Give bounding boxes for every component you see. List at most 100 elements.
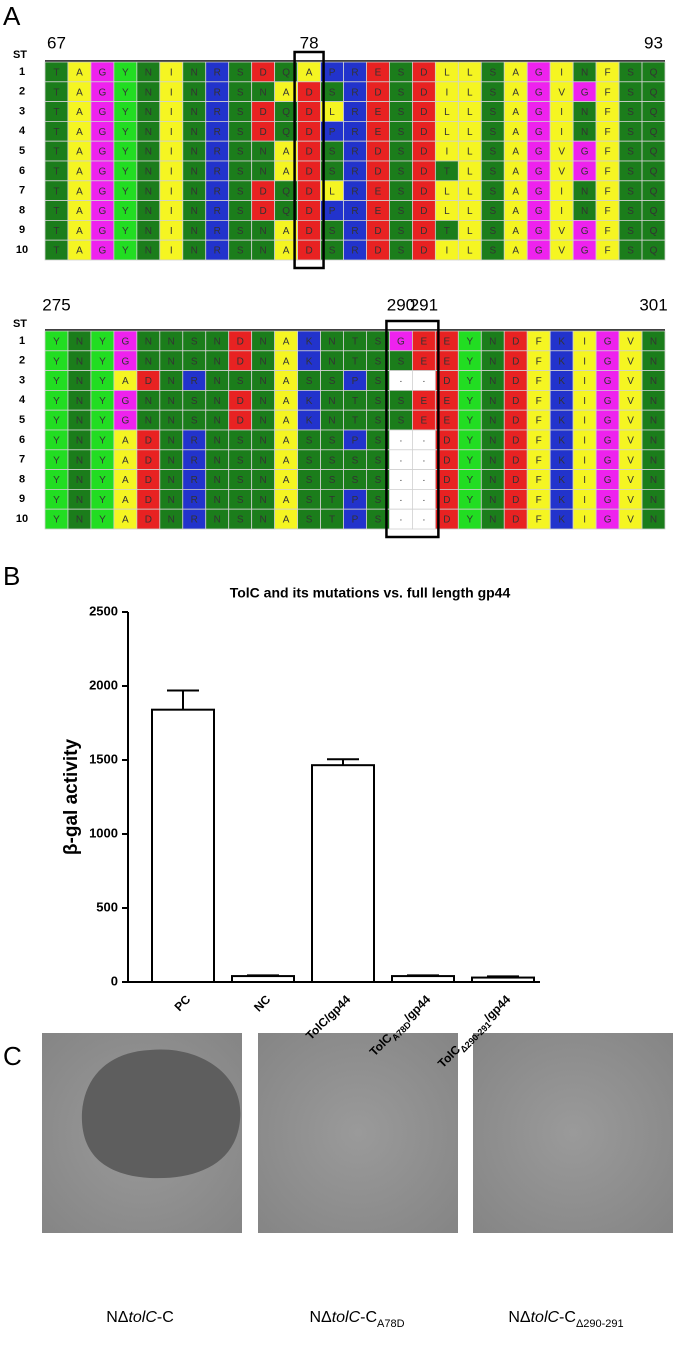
residue: V xyxy=(558,226,565,237)
residue: A xyxy=(76,87,83,98)
residue: G xyxy=(604,356,612,367)
plate-caption: NΔtolC-C xyxy=(106,1309,174,1326)
residue: N xyxy=(581,127,588,138)
residue: T xyxy=(352,396,358,407)
residue: N xyxy=(260,495,267,506)
residue: I xyxy=(170,206,173,217)
y-tick-label: 2000 xyxy=(89,677,118,692)
residue: A xyxy=(122,376,129,387)
residue: R xyxy=(351,87,358,98)
residue: G xyxy=(581,147,589,158)
residue: R xyxy=(214,246,221,257)
residue: S xyxy=(398,356,405,367)
st-number: 8 xyxy=(19,473,25,485)
residue: S xyxy=(237,147,244,158)
residue: I xyxy=(560,127,563,138)
residue: A xyxy=(512,226,519,237)
residue: Y xyxy=(122,206,129,217)
residue: S xyxy=(237,107,244,118)
residue: G xyxy=(581,167,589,178)
residue: N xyxy=(328,337,335,348)
residue: A xyxy=(76,226,83,237)
residue: S xyxy=(627,226,634,237)
residue: N xyxy=(145,416,152,427)
residue: Q xyxy=(650,87,658,98)
panel-label: A xyxy=(3,1,21,31)
residue: N xyxy=(168,455,175,466)
residue: A xyxy=(283,376,290,387)
residue: T xyxy=(53,147,59,158)
residue: S xyxy=(489,206,496,217)
residue: V xyxy=(627,416,634,427)
residue: N xyxy=(145,68,152,79)
residue: N xyxy=(581,186,588,197)
residue: Y xyxy=(99,356,106,367)
residue: S xyxy=(398,396,405,407)
residue: S xyxy=(627,127,634,138)
st-number: 3 xyxy=(19,374,25,386)
caption-part: NΔ xyxy=(309,1309,332,1326)
residue: E xyxy=(421,337,428,348)
position-number: 78 xyxy=(300,33,319,52)
residue: N xyxy=(145,396,152,407)
residue: S xyxy=(398,226,405,237)
residue: Y xyxy=(53,455,60,466)
residue: R xyxy=(214,186,221,197)
residue: G xyxy=(99,127,107,138)
residue-cell xyxy=(641,508,666,530)
residue: E xyxy=(421,416,428,427)
residue: V xyxy=(627,376,634,387)
residue: F xyxy=(605,147,611,158)
residue: G xyxy=(99,167,107,178)
residue: S xyxy=(329,475,336,486)
residue: N xyxy=(489,475,496,486)
residue: · xyxy=(399,376,402,387)
residue: Y xyxy=(122,107,129,118)
residue: A xyxy=(283,246,290,257)
residue: S xyxy=(398,246,405,257)
residue: N xyxy=(260,226,267,237)
residue: F xyxy=(605,186,611,197)
residue: N xyxy=(76,416,83,427)
residue: D xyxy=(305,147,312,158)
residue: E xyxy=(375,186,382,197)
residue: N xyxy=(191,206,198,217)
residue: A xyxy=(283,436,290,447)
residue: N xyxy=(191,147,198,158)
residue: Q xyxy=(650,107,658,118)
residue: G xyxy=(535,68,543,79)
residue: S xyxy=(398,416,405,427)
residue: A xyxy=(512,246,519,257)
residue: G xyxy=(121,356,129,367)
residue: V xyxy=(627,455,634,466)
residue: N xyxy=(650,376,657,387)
residue: S xyxy=(489,167,496,178)
residue: S xyxy=(489,186,496,197)
residue: G xyxy=(99,147,107,158)
residue: Y xyxy=(122,87,129,98)
residue: D xyxy=(512,495,519,506)
residue: L xyxy=(444,107,450,118)
residue: D xyxy=(443,515,450,526)
residue: N xyxy=(260,87,267,98)
residue: N xyxy=(145,167,152,178)
residue: L xyxy=(467,167,473,178)
residue: I xyxy=(445,147,448,158)
residue: D xyxy=(512,376,519,387)
residue: Q xyxy=(650,246,658,257)
residue: S xyxy=(191,416,198,427)
residue: N xyxy=(489,376,496,387)
residue: L xyxy=(467,87,473,98)
residue: Y xyxy=(466,376,473,387)
residue: A xyxy=(76,186,83,197)
residue: D xyxy=(512,515,519,526)
residue: I xyxy=(170,147,173,158)
residue: T xyxy=(444,167,450,178)
residue: L xyxy=(467,147,473,158)
st-number: 6 xyxy=(19,165,25,177)
residue: S xyxy=(627,246,634,257)
residue: N xyxy=(145,127,152,138)
residue: G xyxy=(604,495,612,506)
y-tick-label: 2500 xyxy=(89,603,118,618)
residue: F xyxy=(536,436,542,447)
